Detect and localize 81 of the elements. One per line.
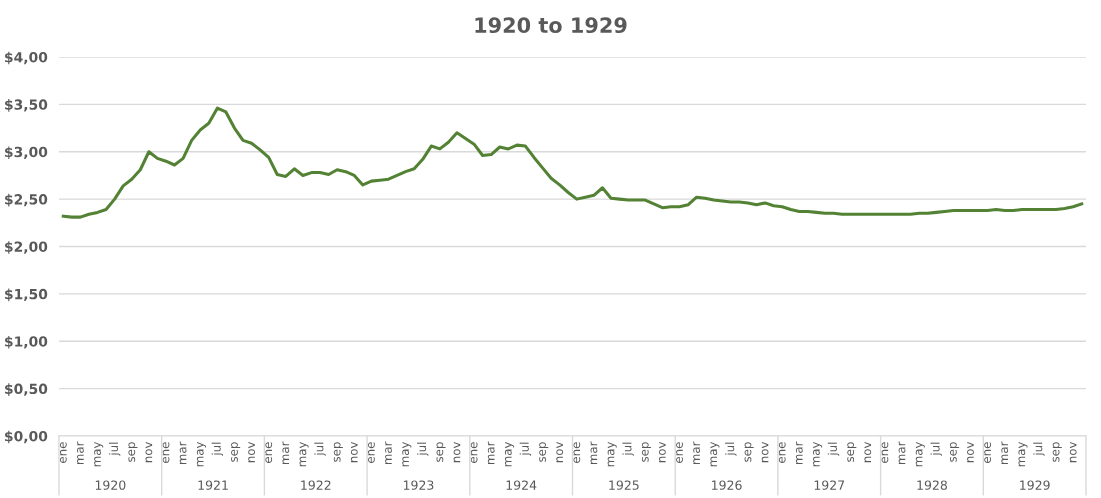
x-tick-label: may [196,441,206,467]
x-tick-label: jul [211,442,224,456]
x-tick-label: nov [350,441,358,463]
x-tick-label: mar [487,441,495,465]
x-tick-label: nov [145,441,153,463]
x-tick-label: ene [573,442,581,463]
x-tick-label: ene [676,442,683,463]
text: 1927 [814,480,845,490]
x-tick-label: mar [385,441,392,465]
x-tick-label: sep [949,442,960,462]
y-tick-label: $0,50 [5,383,48,396]
x-tick-label: mar [590,441,598,465]
x-tick-label: may [710,441,720,467]
x-tick-label: sep [1052,442,1062,462]
x-tick-label: jul [622,442,634,456]
text: 1925 [609,480,639,490]
x-tick-label: jul [519,442,532,456]
x-tick-label: mar [77,441,84,465]
x-tick-label: nov [864,441,872,463]
x-tick-label: nov [1069,441,1077,463]
text: 1921 [198,480,228,490]
x-tick-label: may [94,441,104,467]
x-tick-label: jul [108,442,121,456]
text: 1920 [95,480,126,490]
y-tick-label: $1,00 [5,335,48,349]
text: 1929 [1020,480,1050,490]
x-tick-label: ene [778,442,786,463]
x-tick-label: sep [744,442,754,462]
text: 1928 [917,480,947,490]
x-tick-label: sep [641,442,651,462]
x-tick-label: may [1018,441,1028,467]
x-tick-label: may [402,441,412,467]
x-tick-label: sep [333,442,343,462]
x-tick-label: nov [659,441,666,463]
x-tick-label: jul [314,442,326,456]
x-tick-label: mar [282,441,290,465]
x-tick-label: nov [761,441,769,463]
x-tick-label: sep [128,442,138,462]
y-tick-label: $1,50 [5,288,48,302]
x-tick-label: sep [436,442,446,462]
y-tick-label: $2,50 [5,193,48,207]
y-tick-label: $2,00 [5,241,48,254]
x-tick-label: nov [453,441,461,463]
x-tick-label: jul [930,442,942,456]
x-tick-label: sep [231,442,241,462]
chart-title: 1920 to 1929 [475,17,627,34]
x-tick-label: ene [368,442,375,463]
x-tick-label: mar [795,441,803,465]
x-tick-label: nov [556,441,564,463]
x-tick-label: may [813,441,823,467]
y-tick-label: $4,00 [5,51,48,65]
x-tick-label: jul [417,442,429,456]
x-tick-label: ene [59,442,67,463]
text: 1926 [712,480,742,490]
text: 1923 [403,480,434,490]
x-tick-label: sep [847,442,857,462]
x-tick-label: may [504,441,515,467]
y-tick-label: $3,00 [5,146,48,160]
x-tick-label: ene [470,442,478,463]
x-tick-label: may [607,441,617,467]
x-tick-label: mar [693,441,701,465]
x-tick-label: ene [162,442,170,463]
x-tick-label: may [299,441,309,467]
x-tick-label: nov [967,441,974,463]
x-tick-label: mar [1001,441,1009,465]
text: 1922 [301,480,331,490]
x-tick-label: sep [539,442,549,462]
x-tick-label: nov [248,441,255,463]
x-tick-label: jul [725,442,737,456]
x-tick-label: ene [881,442,889,463]
y-tick-label: $3,50 [5,99,48,112]
x-tick-label: jul [1033,442,1045,456]
y-tick-label: $0,00 [5,430,48,444]
x-tick-label: mar [179,441,187,465]
x-tick-label: may [915,441,925,467]
line-series [61,106,1084,219]
text: 1924 [506,480,537,490]
x-tick-label: mar [898,441,906,465]
x-tick-label: jul [827,442,840,456]
x-tick-label: ene [984,442,991,463]
x-tick-label: ene [265,442,273,463]
